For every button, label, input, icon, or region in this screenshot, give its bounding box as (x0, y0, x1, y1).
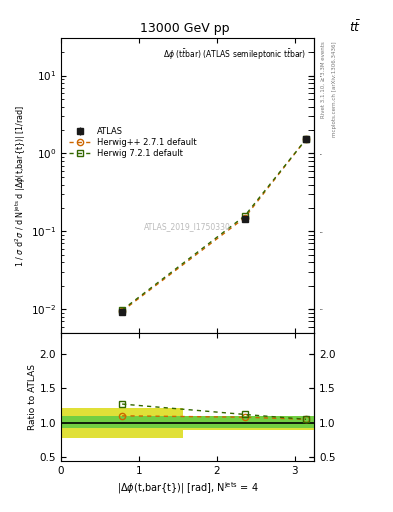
Herwig++ 2.7.1 default (120, 308, 125, 314)
Herwig 7.2.1 default (120, 307, 125, 313)
Line: Herwig 7.2.1 default: Herwig 7.2.1 default (119, 136, 309, 313)
Y-axis label: Ratio to ATLAS: Ratio to ATLAS (28, 364, 37, 430)
X-axis label: |$\Delta\phi$(t,bar{t})| [rad], N$^{\rm{jets}}$ = 4: |$\Delta\phi$(t,bar{t})| [rad], N$^{\rm{… (117, 480, 259, 496)
Text: ATLAS_2019_I1750330: ATLAS_2019_I1750330 (144, 222, 231, 231)
Text: $\Delta\phi$ (t$\bar{t}$bar) (ATLAS semileptonic t$\bar{t}$bar): $\Delta\phi$ (t$\bar{t}$bar) (ATLAS semi… (163, 47, 307, 62)
Line: Herwig++ 2.7.1 default: Herwig++ 2.7.1 default (119, 136, 309, 314)
Text: 13000 GeV pp: 13000 GeV pp (140, 22, 230, 35)
Text: $t\bar{t}$: $t\bar{t}$ (349, 19, 362, 35)
Y-axis label: 1 / $\sigma$ d$^2\sigma$ / d N$^{\rm{jets}}$ d |$\Delta\phi$(t,bar{t})| [1/rad]: 1 / $\sigma$ d$^2\sigma$ / d N$^{\rm{jet… (13, 104, 28, 267)
Herwig 7.2.1 default (242, 213, 247, 219)
Herwig++ 2.7.1 default (242, 215, 247, 221)
Legend: ATLAS, Herwig++ 2.7.1 default, Herwig 7.2.1 default: ATLAS, Herwig++ 2.7.1 default, Herwig 7.… (68, 125, 198, 160)
Herwig++ 2.7.1 default (304, 136, 309, 142)
Text: mcplots.cern.ch [arXiv:1306.3436]: mcplots.cern.ch [arXiv:1306.3436] (332, 41, 337, 137)
Herwig 7.2.1 default (304, 136, 309, 142)
Text: Rivet 3.1.10, ≥ 3.3M events: Rivet 3.1.10, ≥ 3.3M events (320, 41, 325, 118)
